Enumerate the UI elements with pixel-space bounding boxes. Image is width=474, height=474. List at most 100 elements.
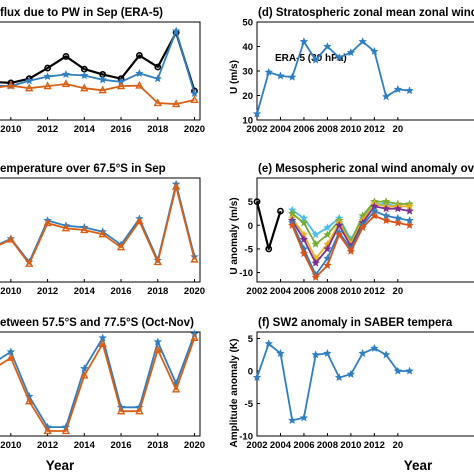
data-point — [358, 37, 367, 46]
data-point — [264, 67, 273, 76]
data-point — [153, 257, 162, 266]
data-point — [135, 80, 144, 89]
data-point — [6, 234, 16, 243]
data-point — [80, 364, 89, 373]
data-point — [61, 426, 71, 435]
data-point — [346, 369, 356, 378]
data-point — [323, 244, 332, 253]
data-point — [25, 76, 34, 85]
ytick-label: 0 — [248, 221, 253, 232]
ytick-label: -5 — [245, 244, 254, 255]
panel-c: 2010 2012 2014 2016 2018 2020 — [0, 329, 205, 451]
axes-box-d — [256, 21, 474, 121]
data-point — [43, 426, 52, 435]
xtick-label: 2008 — [317, 124, 338, 135]
axes-box-e — [256, 177, 474, 283]
series-line-a-2 — [0, 83, 195, 105]
data-point — [405, 86, 414, 95]
ytick-label: 5 — [248, 197, 254, 208]
data-point — [153, 345, 162, 353]
data-point — [323, 349, 332, 358]
title-c: etween 57.5°S and 77.5°S (Oct-Nov) — [0, 317, 194, 329]
data-point — [393, 366, 403, 375]
data-point — [171, 26, 181, 35]
series-line-a-1 — [0, 30, 196, 94]
data-point — [381, 216, 391, 225]
xtick-label: 2014 — [74, 440, 96, 451]
xtick-label: 2008 — [317, 286, 338, 297]
ytick-label: 40 — [242, 42, 253, 53]
ytick-label: 20 — [242, 91, 253, 102]
xtick-label: 2004 — [270, 124, 292, 135]
data-point — [311, 258, 320, 267]
data-point — [116, 81, 126, 90]
series-line-c-1 — [0, 337, 196, 432]
data-point — [334, 220, 344, 229]
data-point — [393, 204, 403, 213]
xtick-label: 2020 — [184, 440, 205, 451]
xtick-label: 2006 — [293, 286, 314, 297]
data-point — [190, 89, 199, 98]
ytick-label: -10 — [239, 268, 253, 279]
axes-box-c — [0, 331, 201, 437]
ytick-label: -10 — [239, 432, 253, 443]
data-point — [358, 223, 367, 232]
data-point — [253, 198, 261, 206]
data-point — [288, 416, 297, 424]
title-e: (e) Mesospheric zonal wind anomaly ove — [258, 163, 474, 175]
ytick-label: 0 — [248, 367, 253, 378]
data-point — [61, 223, 71, 232]
data-point — [381, 350, 391, 359]
data-point — [44, 64, 51, 72]
xlabel-right: Year — [404, 458, 433, 473]
xtick-label: 2006 — [293, 440, 314, 451]
data-point — [43, 218, 52, 227]
data-point — [135, 69, 144, 77]
data-point — [6, 80, 16, 89]
data-point — [171, 384, 181, 393]
data-point — [190, 333, 199, 342]
xtick-label: 2012 — [364, 124, 385, 135]
data-point — [116, 242, 126, 251]
xtick-label: 2002 — [246, 440, 267, 451]
xtick-label: 2006 — [293, 124, 314, 135]
data-point — [135, 51, 143, 59]
data-point — [80, 83, 89, 92]
data-point — [135, 406, 144, 415]
data-point — [190, 254, 199, 263]
data-point — [370, 343, 379, 352]
data-point — [276, 349, 285, 358]
xtick-label: 2012 — [37, 286, 58, 297]
xtick-label: 2014 — [74, 124, 96, 135]
ylabel-f: Amplitude anomaly (K) — [229, 339, 240, 448]
data-point — [299, 249, 309, 258]
xtick-label: 2010 — [0, 440, 21, 451]
ytick-label: 10 — [242, 116, 253, 127]
data-point — [346, 246, 356, 255]
panel-f: 2002 2004 2006 2008 2010 2012 20 -10 -5 0 5 — [239, 331, 474, 451]
series-line-b-1 — [0, 185, 196, 265]
data-point — [311, 272, 320, 281]
data-point — [98, 85, 107, 94]
data-point — [80, 71, 89, 80]
xtick-label: 2004 — [270, 286, 292, 297]
xtick-label: 2002 — [246, 286, 267, 297]
data-point — [61, 79, 71, 88]
data-point — [25, 396, 34, 405]
data-point — [334, 230, 344, 239]
data-point — [288, 72, 297, 81]
series-line-e-0 — [255, 201, 282, 250]
xtick-label: 2018 — [147, 440, 168, 451]
data-point — [43, 72, 52, 81]
title-d: (d) Stratospheric zonal mean zonal wind … — [258, 7, 474, 19]
data-point — [264, 339, 273, 348]
data-point — [334, 373, 344, 382]
data-point — [405, 206, 414, 215]
data-point — [323, 230, 332, 239]
data-point — [381, 204, 391, 213]
series-line-c-0 — [0, 333, 196, 429]
xtick-label: 20 — [393, 124, 404, 135]
data-point — [370, 211, 379, 220]
